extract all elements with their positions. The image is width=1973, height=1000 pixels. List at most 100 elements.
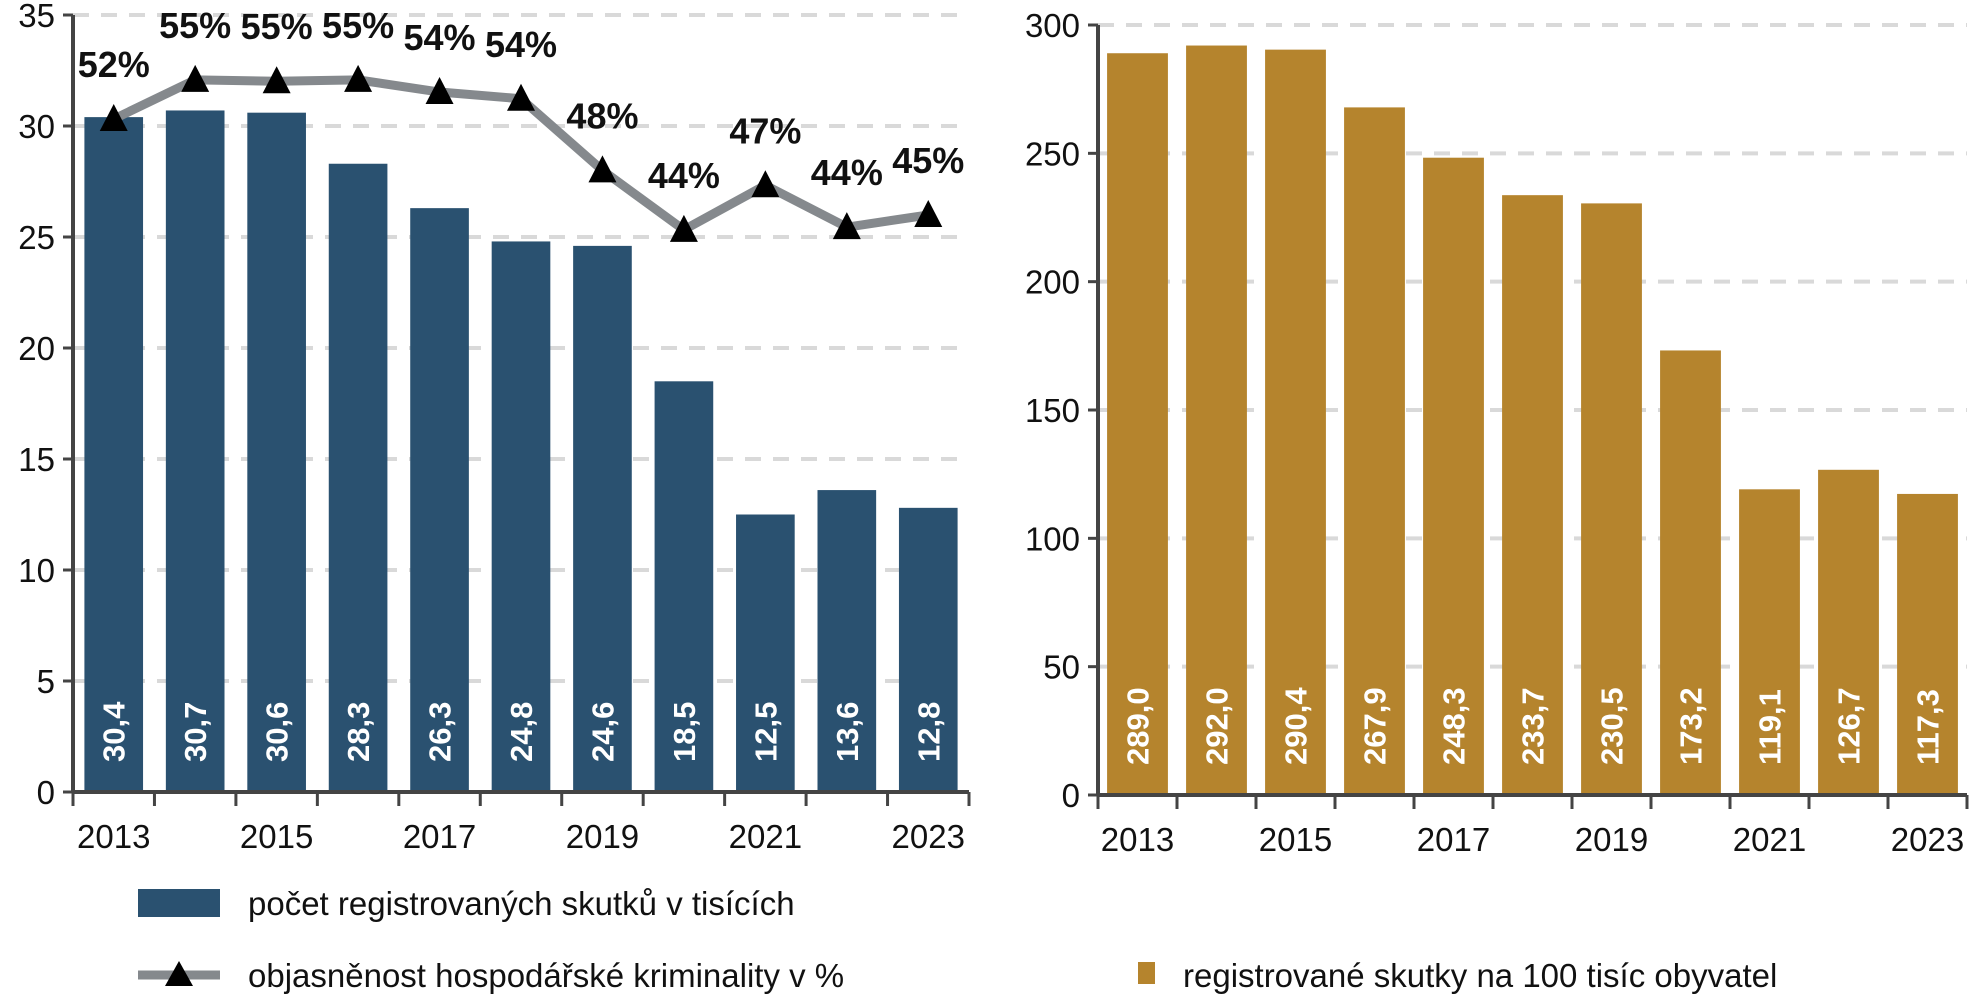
- x-tick-label: 2021: [729, 818, 802, 855]
- y-tick-label: 0: [1062, 777, 1080, 814]
- x-tick-label: 2013: [77, 818, 150, 855]
- y-tick-label: 150: [1025, 392, 1080, 429]
- left-chart: 0 5 10 15 20 25 30 35 30,4 30,7 30,6 28,3 26,3 24,8 24…: [18, 0, 971, 855]
- bar-value-label: 24,6: [585, 702, 620, 762]
- bar-value-label: 12,5: [748, 702, 783, 762]
- y-tick-label: 50: [1043, 649, 1080, 686]
- bar-value-label: 248,3: [1437, 687, 1472, 765]
- legend-swatch-bars: [138, 889, 220, 917]
- bar-value-label: 13,6: [830, 702, 865, 762]
- right-chart: 0 50 100 150 200 250 300 289,0 292,0 290,4 267,9 24…: [1025, 7, 1969, 858]
- triangle-marker-icon: [262, 66, 291, 94]
- bar-2022: [1818, 469, 1879, 795]
- bar-value-label: 267,9: [1358, 687, 1393, 765]
- bar-value-label: 292,0: [1200, 687, 1235, 765]
- percent-label: 48%: [566, 95, 638, 136]
- bar-2014: [165, 110, 225, 792]
- x-tick-label: 2019: [566, 818, 639, 855]
- x-tick-label: 2015: [240, 818, 313, 855]
- bar-value-label: 289,0: [1121, 687, 1156, 765]
- y-tick-label: 0: [37, 774, 55, 811]
- triangle-marker-icon: [425, 77, 454, 105]
- triangle-marker-icon: [914, 199, 943, 227]
- percent-label: 44%: [811, 152, 883, 193]
- bar-2021: [736, 514, 795, 792]
- y-tick-label: 20: [18, 330, 55, 367]
- bar-value-label: 30,7: [178, 702, 213, 762]
- percent-label: 55%: [241, 6, 313, 47]
- percent-label: 55%: [322, 5, 394, 46]
- bar-2019: [1581, 203, 1642, 796]
- legend-swatch-rate: [1138, 962, 1155, 984]
- bar-2023: [898, 507, 958, 792]
- bar-value-label: 12,8: [911, 702, 946, 762]
- bar-value-label: 126,7: [1832, 687, 1867, 765]
- percent-label: 44%: [648, 155, 720, 196]
- bar-2020: [1660, 350, 1721, 795]
- x-tick-label: 2023: [892, 818, 965, 855]
- bar-2016: [328, 163, 388, 793]
- bar-2016: [1344, 107, 1405, 795]
- x-tick-label: 2013: [1101, 821, 1174, 858]
- triangle-marker-icon: [588, 155, 617, 183]
- percent-label: 45%: [892, 140, 964, 181]
- bar-2020: [654, 381, 714, 792]
- x-tick-label: 2017: [1417, 821, 1490, 858]
- bar-value-label: 173,2: [1674, 687, 1709, 765]
- percent-label: 52%: [78, 44, 150, 85]
- x-tick-label: 2019: [1575, 821, 1648, 858]
- y-tick-label: 5: [37, 663, 55, 700]
- bar-value-label: 28,3: [341, 702, 376, 762]
- bar-value-label: 24,8: [504, 702, 539, 762]
- triangle-marker-icon: [669, 214, 698, 242]
- bar-2023: [1897, 493, 1958, 795]
- percent-label: 47%: [729, 110, 801, 151]
- triangle-marker-icon: [507, 83, 535, 111]
- triangle-marker-icon: [99, 104, 128, 132]
- bar-value-label: 30,6: [260, 702, 295, 762]
- triangle-marker-icon: [181, 64, 210, 92]
- right-legend: registrované skutky na 100 tisíc obyvate…: [1138, 957, 1777, 994]
- bar-2022: [817, 490, 877, 792]
- bar-value-label: 230,5: [1595, 687, 1630, 765]
- bar-2013: [84, 117, 144, 793]
- bar-2017: [410, 208, 469, 792]
- y-tick-label: 100: [1025, 520, 1080, 557]
- bar-2015: [247, 112, 306, 793]
- y-tick-label: 25: [18, 219, 55, 256]
- triangle-marker-icon: [751, 170, 780, 198]
- triangle-marker-icon: [344, 64, 373, 92]
- y-tick-label: 15: [18, 441, 55, 478]
- y-tick-label: 250: [1025, 135, 1080, 172]
- percent-label: 54%: [485, 24, 557, 65]
- bar-2015: [1265, 49, 1326, 795]
- bar-value-label: 26,3: [423, 702, 458, 762]
- percent-label: 54%: [404, 17, 476, 58]
- legend-label-line: objasněnost hospodářské kriminality v %: [248, 957, 844, 994]
- bar-2018: [1502, 195, 1563, 796]
- bar-2019: [573, 245, 632, 792]
- bar-value-label: 290,4: [1279, 687, 1314, 765]
- bar-2017: [1423, 157, 1484, 796]
- bar-value-label: 30,4: [97, 701, 132, 762]
- left-legend: počet registrovaných skutků v tisících o…: [138, 885, 844, 994]
- triangle-marker-icon: [832, 212, 861, 240]
- y-tick-label: 30: [18, 108, 55, 145]
- bar-value-label: 117,3: [1911, 689, 1946, 765]
- bar-2013: [1107, 53, 1168, 795]
- bar-2021: [1739, 489, 1800, 795]
- bar-value-label: 233,7: [1516, 687, 1551, 765]
- y-tick-label: 200: [1025, 264, 1080, 301]
- y-tick-label: 35: [18, 0, 55, 34]
- percent-label: 55%: [159, 5, 231, 46]
- bar-value-label: 119,1: [1753, 689, 1788, 765]
- bar-2018: [491, 241, 551, 792]
- legend-triangle-marker-icon: [165, 961, 193, 986]
- bar-value-label: 18,5: [667, 702, 702, 762]
- x-tick-label: 2021: [1733, 821, 1806, 858]
- y-tick-label: 300: [1025, 7, 1080, 44]
- y-tick-label: 10: [18, 552, 55, 589]
- legend-label-rate: registrované skutky na 100 tisíc obyvate…: [1183, 957, 1777, 994]
- legend-label-bars: počet registrovaných skutků v tisících: [248, 885, 795, 922]
